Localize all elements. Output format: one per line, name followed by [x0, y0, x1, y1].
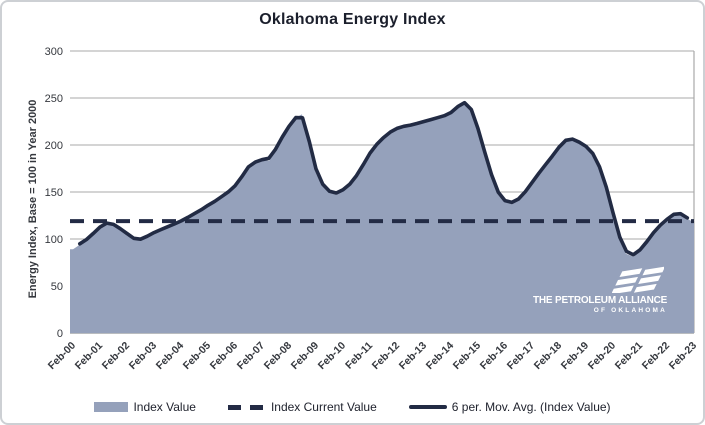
- svg-text:Feb-14: Feb-14: [424, 340, 457, 373]
- svg-text:300: 300: [45, 46, 63, 58]
- solid-line-swatch-icon: [408, 405, 447, 409]
- svg-text:200: 200: [45, 140, 63, 152]
- svg-text:Feb-07: Feb-07: [235, 340, 268, 373]
- svg-text:Feb-01: Feb-01: [73, 340, 106, 373]
- svg-text:Feb-08: Feb-08: [262, 340, 295, 373]
- legend-item-index-value: Index Value: [94, 400, 196, 414]
- svg-text:Feb-12: Feb-12: [370, 340, 403, 373]
- svg-text:Feb-13: Feb-13: [397, 340, 430, 373]
- svg-text:Feb-23: Feb-23: [667, 340, 700, 373]
- svg-text:Feb-17: Feb-17: [505, 340, 538, 373]
- svg-text:Feb-11: Feb-11: [343, 340, 375, 372]
- petroleum-alliance-logo: THE PETROLEUM ALLIANCE OF OKLAHOMA: [533, 266, 667, 314]
- legend: Index Value Index Current Value 6 per. M…: [2, 400, 703, 414]
- svg-text:Feb-10: Feb-10: [316, 340, 349, 373]
- legend-label-current-value: Index Current Value: [270, 400, 377, 414]
- svg-text:Feb-16: Feb-16: [478, 340, 511, 373]
- svg-text:Feb-06: Feb-06: [208, 340, 241, 373]
- svg-text:Feb-04: Feb-04: [154, 340, 187, 373]
- svg-text:Feb-05: Feb-05: [181, 340, 214, 373]
- legend-item-current-value: Index Current Value: [227, 400, 377, 414]
- svg-text:Feb-20: Feb-20: [586, 340, 619, 373]
- svg-text:100: 100: [45, 234, 63, 246]
- dashed-line-swatch-icon: [227, 404, 266, 410]
- svg-text:Feb-09: Feb-09: [289, 340, 322, 373]
- logo-text-line1: THE PETROLEUM ALLIANCE: [533, 295, 668, 306]
- legend-item-moving-average: 6 per. Mov. Avg. (Index Value): [408, 400, 611, 414]
- svg-text:Feb-00: Feb-00: [46, 340, 79, 373]
- logo-text-line2: OF OKLAHOMA: [593, 307, 667, 314]
- legend-label-index-value: Index Value: [133, 400, 196, 414]
- svg-text:Feb-21: Feb-21: [613, 340, 646, 373]
- svg-text:Feb-18: Feb-18: [532, 340, 565, 373]
- y-axis-title: Energy Index, Base = 100 in Year 2000: [27, 99, 39, 299]
- legend-label-moving-average: 6 per. Mov. Avg. (Index Value): [451, 400, 611, 414]
- svg-text:Feb-22: Feb-22: [640, 340, 673, 373]
- svg-text:0: 0: [57, 328, 63, 340]
- flag-icon: [612, 266, 664, 293]
- svg-text:150: 150: [45, 187, 63, 199]
- svg-text:Feb-02: Feb-02: [100, 340, 133, 373]
- chart-title: Oklahoma Energy Index: [259, 11, 446, 28]
- svg-text:Feb-19: Feb-19: [559, 340, 592, 373]
- svg-text:50: 50: [51, 281, 63, 293]
- svg-text:Feb-03: Feb-03: [127, 340, 160, 373]
- svg-text:Feb-15: Feb-15: [451, 340, 484, 373]
- area-swatch-icon: [94, 402, 129, 412]
- svg-text:250: 250: [45, 93, 63, 105]
